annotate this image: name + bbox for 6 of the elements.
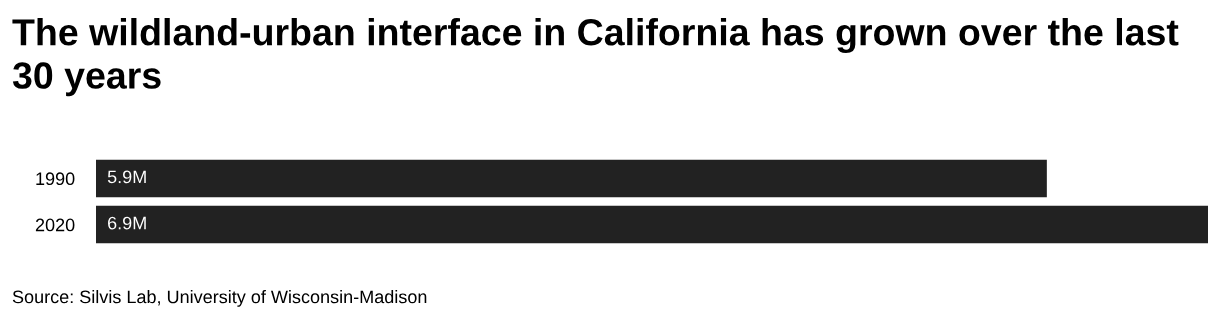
data-label: 5.9M [107, 170, 146, 184]
chart-title: The wildland-urban interface in California has grown over the last 30 years [12, 18, 1179, 97]
source-note: Source: Silvis Lab, University of Wisconsin-Madison [12, 290, 427, 307]
y-tick-label: 2020 [35, 218, 75, 232]
y-tick-label: 1990 [36, 172, 75, 186]
data-label: 6.9M [108, 216, 146, 230]
